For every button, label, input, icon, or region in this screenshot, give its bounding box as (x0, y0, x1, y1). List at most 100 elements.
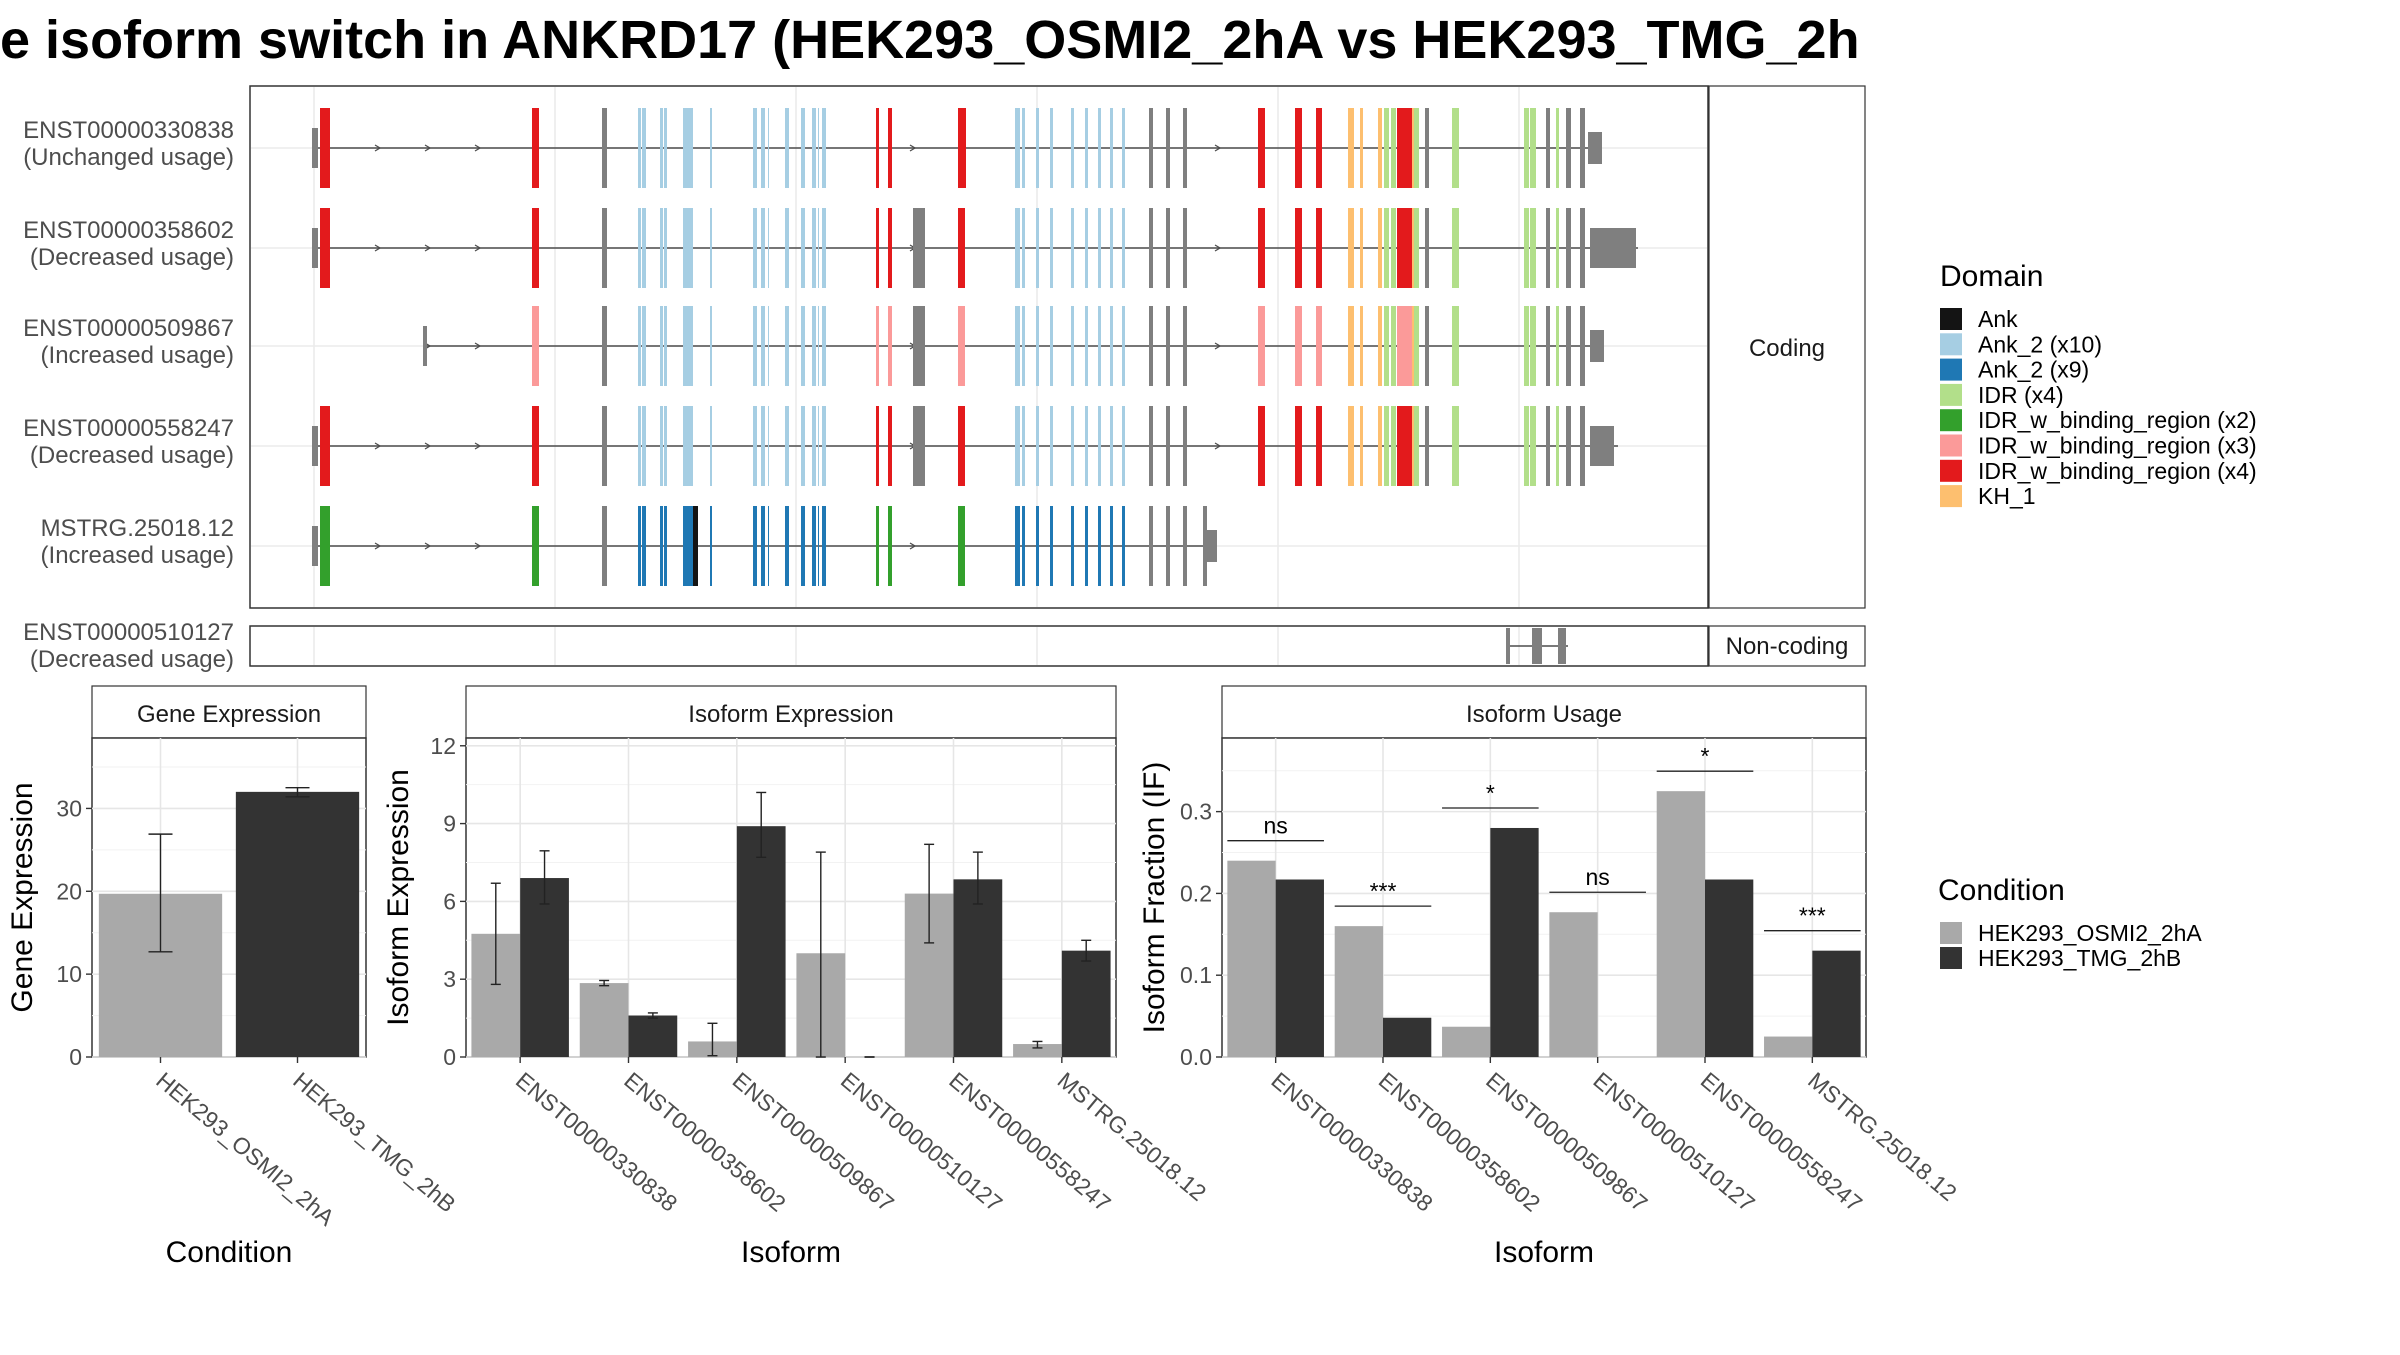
exon (785, 208, 789, 288)
domain-legend-swatch (1940, 333, 1962, 356)
exon (1149, 506, 1153, 586)
exon (1022, 208, 1025, 288)
exon (812, 406, 816, 486)
exon (638, 208, 641, 288)
exon (320, 506, 330, 586)
exon (1258, 406, 1265, 486)
exon (1071, 406, 1074, 486)
exon (1360, 208, 1363, 288)
exon (1391, 306, 1396, 386)
exon (1015, 506, 1020, 586)
exon (1166, 406, 1170, 486)
direction-arrow (374, 442, 382, 450)
exon (818, 306, 819, 386)
exon (1580, 108, 1585, 188)
direction-arrow (374, 542, 382, 550)
exon (1022, 406, 1025, 486)
exon (1391, 208, 1396, 288)
exon (1546, 208, 1550, 288)
bar (1764, 1036, 1813, 1057)
exon (1546, 306, 1550, 386)
exon (312, 228, 318, 268)
coding-strip-label: Coding (1749, 335, 1825, 362)
coding-panel-frame (249, 85, 1709, 609)
exon (1384, 108, 1389, 188)
bar (1227, 860, 1276, 1057)
exon (1556, 306, 1559, 386)
exon (664, 506, 667, 586)
isoform-usage-label: (Decreased usage) (30, 442, 234, 469)
domain-legend-label: KH_1 (1978, 483, 2036, 509)
exon (1580, 306, 1585, 386)
exon (768, 506, 769, 586)
exon (1110, 108, 1113, 188)
exon (1391, 406, 1396, 486)
significance-label: *** (1370, 878, 1397, 904)
condition-legend-label: HEK293_TMG_2hB (1978, 945, 2181, 971)
exon (683, 406, 689, 486)
y-tick-label: 10 (56, 961, 82, 987)
exon (312, 526, 318, 566)
exon (1316, 108, 1322, 188)
exon (1085, 306, 1088, 386)
exon (1149, 406, 1153, 486)
bar (1383, 1017, 1432, 1057)
transcript-structure-panel: Coding Non-coding ENST00000330838(Unchange… (23, 85, 1866, 673)
panel-strip (1221, 685, 1867, 739)
domain-legend-swatch (1940, 409, 1962, 432)
condition-legend-swatch (1940, 947, 1962, 969)
bar (1656, 791, 1705, 1057)
exon (664, 406, 667, 486)
exon (1378, 108, 1382, 188)
isoform-track: ENST00000358602(Decreased usage) (23, 208, 1638, 288)
exon (822, 506, 826, 586)
exon (423, 326, 427, 366)
domain-legend-label: IDR_w_binding_region (x3) (1978, 433, 2257, 459)
isoform-usage-label: (Increased usage) (41, 342, 234, 369)
exon (876, 108, 879, 188)
bar-chart-panel: Isoform Expression036912ENST00000330838E… (382, 685, 1211, 1269)
y-tick-label: 0.3 (1180, 799, 1212, 825)
exon (1036, 406, 1039, 486)
exon (642, 208, 646, 288)
x-axis-title: Isoform (741, 1236, 841, 1269)
exon (1566, 406, 1571, 486)
exon (1530, 306, 1536, 386)
exon (1391, 108, 1396, 188)
exon (693, 506, 698, 586)
exon (1546, 406, 1550, 486)
exon (818, 406, 819, 486)
y-tick-label: 20 (56, 878, 82, 904)
exon (1590, 426, 1614, 466)
exon (1556, 208, 1559, 288)
exon (1566, 306, 1571, 386)
isoform-id-label: ENST00000558247 (23, 415, 234, 442)
exon (1425, 306, 1429, 386)
exon (1098, 506, 1101, 586)
exon (638, 506, 641, 586)
bar (953, 879, 1003, 1057)
exon (818, 506, 819, 586)
exon (958, 506, 965, 586)
exon (1530, 108, 1536, 188)
exon (1015, 208, 1020, 288)
exon (1122, 306, 1125, 386)
exon (785, 306, 789, 386)
exon (801, 208, 805, 288)
panel-strip-title: Isoform Usage (1466, 701, 1622, 728)
domain-legend-title: Domain (1940, 260, 2043, 293)
exon (785, 406, 789, 486)
exon (1149, 208, 1153, 288)
direction-arrow (1214, 442, 1222, 450)
direction-arrow (424, 144, 432, 152)
noncoding-isoform-track: ENST00000510127(Decreased usage) (23, 619, 1568, 673)
exon (961, 108, 966, 188)
y-tick-label: 12 (430, 733, 456, 759)
direction-arrow (474, 442, 482, 450)
exon (1566, 108, 1571, 188)
significance-label: ns (1264, 813, 1288, 839)
exon (1524, 108, 1529, 188)
exon (1295, 406, 1302, 486)
exon (753, 108, 757, 188)
